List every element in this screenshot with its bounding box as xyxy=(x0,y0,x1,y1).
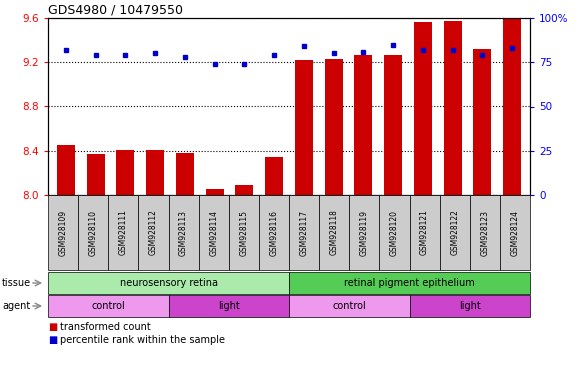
Bar xyxy=(325,59,343,195)
Bar xyxy=(265,157,283,195)
Text: retinal pigment epithelium: retinal pigment epithelium xyxy=(344,278,475,288)
Bar xyxy=(146,150,164,195)
Text: GSM928122: GSM928122 xyxy=(450,210,459,255)
Text: GSM928123: GSM928123 xyxy=(480,210,489,255)
Bar xyxy=(87,154,105,195)
Text: transformed count: transformed count xyxy=(60,322,150,332)
Bar xyxy=(206,189,224,195)
Text: light: light xyxy=(459,301,480,311)
Text: control: control xyxy=(91,301,125,311)
Text: ■: ■ xyxy=(48,322,58,332)
Bar xyxy=(414,22,432,195)
Text: GSM928113: GSM928113 xyxy=(179,210,188,255)
Text: GSM928110: GSM928110 xyxy=(89,210,98,255)
Bar xyxy=(444,22,461,195)
Text: GSM928114: GSM928114 xyxy=(209,210,218,255)
Text: GSM928118: GSM928118 xyxy=(329,210,339,255)
Text: GSM928117: GSM928117 xyxy=(300,210,309,255)
Text: GSM928116: GSM928116 xyxy=(270,210,278,255)
Bar xyxy=(116,150,134,195)
Text: GSM928124: GSM928124 xyxy=(511,210,519,255)
Text: GSM928119: GSM928119 xyxy=(360,210,369,255)
Text: GSM928111: GSM928111 xyxy=(119,210,128,255)
Text: control: control xyxy=(332,301,366,311)
Bar xyxy=(474,49,492,195)
Bar xyxy=(384,55,402,195)
Bar xyxy=(503,19,521,195)
Text: ■: ■ xyxy=(48,335,58,345)
Text: GSM928121: GSM928121 xyxy=(420,210,429,255)
Bar xyxy=(57,145,75,195)
Bar xyxy=(354,55,372,195)
Text: GSM928120: GSM928120 xyxy=(390,210,399,255)
Bar xyxy=(295,60,313,195)
Bar xyxy=(176,153,194,195)
Bar xyxy=(235,185,253,195)
Text: agent: agent xyxy=(2,301,30,311)
Text: GDS4980 / 10479550: GDS4980 / 10479550 xyxy=(48,4,183,17)
Text: light: light xyxy=(218,301,239,311)
Text: GSM928115: GSM928115 xyxy=(239,210,248,255)
Text: neurosensory retina: neurosensory retina xyxy=(120,278,217,288)
Text: GSM928112: GSM928112 xyxy=(149,210,158,255)
Text: tissue: tissue xyxy=(2,278,31,288)
Text: percentile rank within the sample: percentile rank within the sample xyxy=(60,335,225,345)
Text: GSM928109: GSM928109 xyxy=(59,209,67,256)
